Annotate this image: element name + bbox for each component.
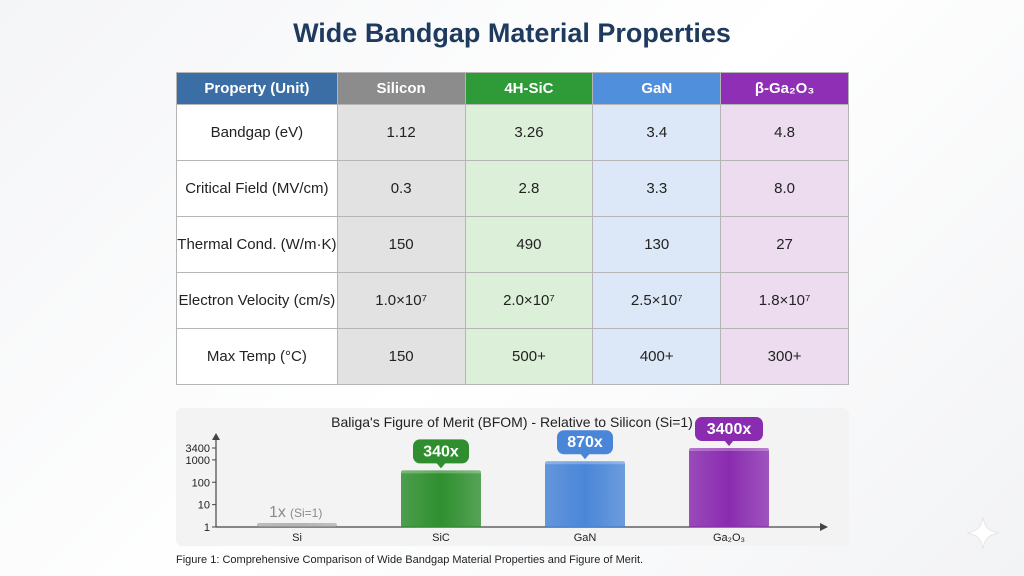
cell-sic: 2.8 — [464, 160, 594, 217]
header-gan: GaN — [592, 72, 722, 105]
cell-sic: 500+ — [464, 328, 594, 385]
data-label-bubble — [557, 430, 613, 455]
cell-gan: 2.5×10⁷ — [592, 272, 722, 329]
cell-ga2o3: 300+ — [720, 328, 849, 385]
cell-ga2o3: 27 — [720, 216, 849, 273]
x-tick-label: GaN — [574, 532, 597, 544]
sparkle-icon — [966, 516, 1000, 550]
bar-gan — [545, 461, 625, 527]
cell-silicon: 150 — [336, 328, 466, 385]
cell-ga2o3: 8.0 — [720, 160, 849, 217]
cell-gan: 400+ — [592, 328, 722, 385]
row-label: Max Temp (°C) — [176, 328, 338, 385]
cell-sic: 3.26 — [464, 104, 594, 161]
cell-gan: 130 — [592, 216, 722, 273]
bar-sic — [401, 470, 481, 527]
y-tick-label: 3400 — [186, 443, 210, 455]
bar-highlight — [257, 523, 337, 526]
bar-highlight — [545, 461, 625, 465]
row-label: Bandgap (eV) — [176, 104, 338, 161]
data-label: 870x — [567, 434, 603, 451]
data-label-pointer — [724, 440, 734, 446]
header-silicon: Silicon — [336, 72, 466, 105]
bars — [257, 448, 769, 527]
data-label-pointer — [436, 462, 446, 469]
bfom-chart: Baliga's Figure of Merit (BFOM) - Relati… — [176, 414, 828, 544]
data-label: 3400x — [707, 421, 752, 438]
cell-ga2o3: 1.8×10⁷ — [720, 272, 849, 329]
bar-highlight — [401, 470, 481, 474]
row-label: Thermal Cond. (W/m·K) — [176, 216, 338, 273]
cell-gan: 3.3 — [592, 160, 722, 217]
header-property: Property (Unit) — [176, 72, 338, 105]
data-label-bubble — [695, 417, 763, 441]
row-label: Critical Field (MV/cm) — [176, 160, 338, 217]
data-label: 1x — [269, 504, 286, 521]
table-row: Thermal Cond. (W/m·K) 150 490 130 27 — [176, 216, 849, 273]
cell-silicon: 1.12 — [336, 104, 466, 161]
x-tick-label: SiC — [432, 532, 450, 544]
data-label-pointer — [580, 453, 590, 460]
properties-table: Property (Unit) Silicon 4H-SiC GaN β-Ga₂… — [176, 72, 849, 385]
row-label: Electron Velocity (cm/s) — [176, 272, 338, 329]
data-labels: 1x (Si=1) 340x 870x 3400x — [269, 417, 763, 521]
chart-title: Baliga's Figure of Merit (BFOM) - Relati… — [331, 414, 693, 430]
y-tick-label: 10 — [198, 500, 210, 512]
cell-sic: 2.0×10⁷ — [464, 272, 594, 329]
cell-silicon: 150 — [336, 216, 466, 273]
cell-silicon: 1.0×10⁷ — [336, 272, 466, 329]
cell-silicon: 0.3 — [336, 160, 466, 217]
x-tick-label: Si — [292, 532, 302, 544]
y-tick-label: 1 — [204, 522, 210, 534]
bfom-chart-panel: Baliga's Figure of Merit (BFOM) - Relati… — [176, 408, 849, 546]
bar-gao — [689, 448, 769, 527]
table-row: Critical Field (MV/cm) 0.3 2.8 3.3 8.0 — [176, 160, 849, 217]
y-axis-label: BFOM Ratio — [176, 444, 178, 513]
bar-si — [257, 523, 337, 527]
bar-highlight — [689, 448, 769, 451]
y-tick-label: 100 — [192, 477, 210, 489]
table-row: Bandgap (eV) 1.12 3.26 3.4 4.8 — [176, 104, 849, 161]
x-axis-arrow-icon — [820, 523, 828, 531]
data-label: 340x — [423, 443, 459, 460]
figure-caption: Figure 1: Comprehensive Comparison of Wi… — [176, 554, 644, 566]
si-note: (Si=1) — [290, 506, 322, 520]
data-label-bubble — [413, 439, 469, 464]
header-sic: 4H-SiC — [464, 72, 594, 105]
cell-sic: 490 — [464, 216, 594, 273]
cell-gan: 3.4 — [592, 104, 722, 161]
y-tick-label: 1000 — [186, 455, 210, 467]
table-header-row: Property (Unit) Silicon 4H-SiC GaN β-Ga₂… — [176, 72, 849, 105]
table-row: Max Temp (°C) 150 500+ 400+ 300+ — [176, 328, 849, 385]
header-ga2o3: β-Ga₂O₃ — [720, 72, 849, 105]
table-row: Electron Velocity (cm/s) 1.0×10⁷ 2.0×10⁷… — [176, 272, 849, 329]
page-title: Wide Bandgap Material Properties — [293, 18, 731, 48]
y-axis-arrow-icon — [212, 433, 220, 440]
cell-ga2o3: 4.8 — [720, 104, 849, 161]
x-tick-label: Ga₂O₃ — [713, 532, 745, 544]
